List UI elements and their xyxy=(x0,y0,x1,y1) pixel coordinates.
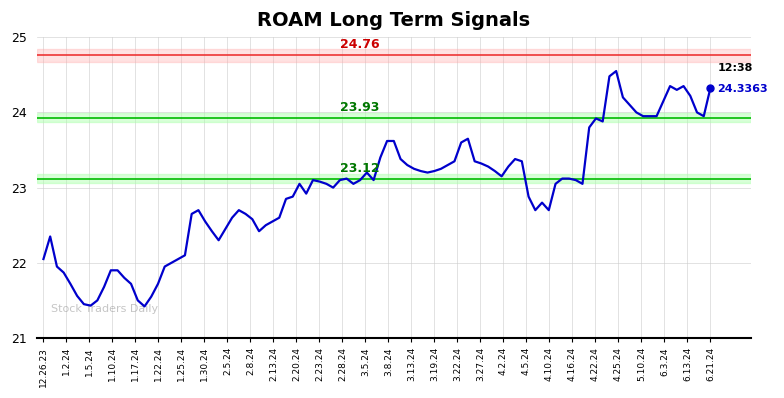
Bar xyxy=(37,49,751,62)
Text: 23.12: 23.12 xyxy=(340,162,380,175)
Text: 24.76: 24.76 xyxy=(340,38,380,51)
Title: ROAM Long Term Signals: ROAM Long Term Signals xyxy=(257,11,531,30)
Bar xyxy=(37,174,751,183)
Text: Stock Traders Daily: Stock Traders Daily xyxy=(51,304,158,314)
Text: 23.93: 23.93 xyxy=(340,101,379,114)
Bar xyxy=(37,113,751,122)
Text: 24.3363: 24.3363 xyxy=(717,84,768,94)
Text: 12:38: 12:38 xyxy=(717,62,753,72)
